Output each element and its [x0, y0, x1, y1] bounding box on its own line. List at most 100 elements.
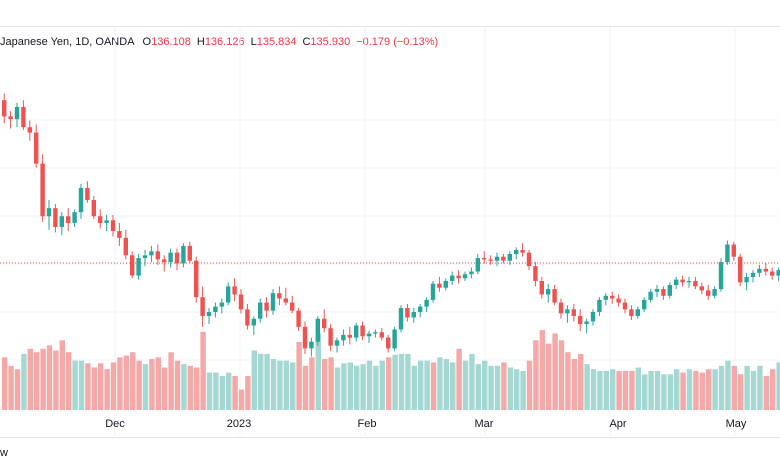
candle-body [590, 312, 596, 322]
low-label: L [250, 36, 257, 48]
volume-bar [72, 360, 78, 410]
candle-body [258, 302, 263, 319]
candle-body [341, 334, 346, 341]
volume-bar [117, 357, 123, 410]
volume-bar [142, 364, 149, 410]
change-value: −0.179 (−0.13%) [356, 36, 439, 48]
volume-bar [667, 374, 673, 410]
x-tick-label: 2023 [227, 418, 251, 430]
candle-body [776, 270, 780, 276]
volume-bar [334, 367, 341, 410]
volume-bar [699, 372, 705, 410]
volume-bar [309, 357, 315, 410]
toolbar-area [0, 0, 780, 26]
volume-bar [610, 369, 616, 410]
candlesticks [2, 93, 780, 357]
volume-bar [558, 340, 565, 410]
symbol-legend[interactable]: Japanese Yen, 1D, OANDA O 136.108 H 136.12… [0, 34, 444, 50]
volume-bar [661, 374, 667, 410]
volume-bar [443, 359, 449, 410]
candle-body [469, 271, 474, 275]
time-axis: Dec 2023 Feb Mar Apr May [105, 418, 747, 430]
volume-bar [565, 352, 571, 410]
volume-bar [59, 340, 65, 410]
volume-bar [386, 357, 392, 410]
candle-body [443, 280, 448, 288]
volume-bar [718, 365, 725, 410]
candle-body [66, 216, 71, 223]
volume-bar [162, 367, 168, 410]
volume-bar [264, 353, 270, 410]
volume-bar [270, 359, 277, 410]
candle-body [53, 208, 58, 228]
footer-text: w [0, 447, 8, 459]
candle-body [437, 283, 442, 288]
volume-bar [654, 370, 661, 410]
toolbar-divider [0, 26, 780, 27]
candle-body [98, 216, 103, 223]
candle-body [398, 307, 404, 330]
candle-body [91, 200, 96, 217]
volume-bar [533, 340, 539, 410]
volume-bar [328, 357, 334, 410]
candle-body [379, 332, 384, 338]
volume-bar [360, 364, 366, 410]
candle-body [302, 326, 308, 349]
volume-bar [770, 369, 776, 410]
volume-bar [456, 348, 462, 410]
volume-bar [53, 350, 59, 410]
candle-body [290, 302, 295, 311]
volume-bar [482, 360, 488, 410]
candle-body [213, 306, 218, 312]
symbol-title[interactable]: Japanese Yen, 1D, OANDA [0, 36, 135, 48]
candle-body [558, 302, 564, 314]
candle-body [411, 312, 416, 318]
volume-bar [14, 369, 21, 410]
volume-bar [392, 354, 398, 410]
volume-bar [174, 360, 181, 410]
volume-bar [187, 365, 193, 410]
candle-body [616, 298, 621, 303]
candle-body [667, 285, 672, 296]
volume-bar [398, 353, 405, 410]
volume-bar [520, 370, 526, 410]
candle-body [610, 295, 615, 299]
candle-body [482, 258, 487, 260]
volume-bar [315, 333, 321, 410]
volume-bar [85, 363, 91, 410]
volume-bar [494, 365, 501, 410]
candle-body [392, 329, 397, 349]
volume-bar [155, 357, 161, 410]
candle-body [328, 328, 333, 346]
volume-bar [469, 353, 475, 410]
volume-bar [283, 360, 289, 410]
volume-bar [526, 360, 533, 410]
candle-body [462, 274, 468, 279]
candle-body [110, 220, 116, 232]
volume-bar [686, 369, 693, 410]
candle-body [264, 302, 269, 311]
candle-body [136, 258, 141, 276]
volume-bar [712, 369, 718, 410]
volume-bar [347, 362, 353, 410]
candle-body [514, 249, 519, 254]
candle-body [245, 309, 250, 326]
candle-body [424, 299, 429, 307]
candle-body [661, 289, 666, 296]
candle-body [8, 116, 13, 120]
volume-bar [366, 360, 373, 410]
candle-body [354, 325, 359, 338]
volume-bar [450, 362, 456, 410]
candle-body [405, 307, 410, 318]
candle-body [539, 280, 544, 295]
candle-body [270, 293, 276, 311]
candle-body [750, 272, 756, 277]
volume-bar [424, 360, 430, 410]
volume-bar [27, 348, 33, 410]
volume-bar [584, 364, 590, 410]
x-tick-label: Mar [475, 418, 494, 430]
volume-bar [552, 333, 558, 410]
candle-body [59, 216, 64, 228]
high-label: H [196, 36, 205, 48]
